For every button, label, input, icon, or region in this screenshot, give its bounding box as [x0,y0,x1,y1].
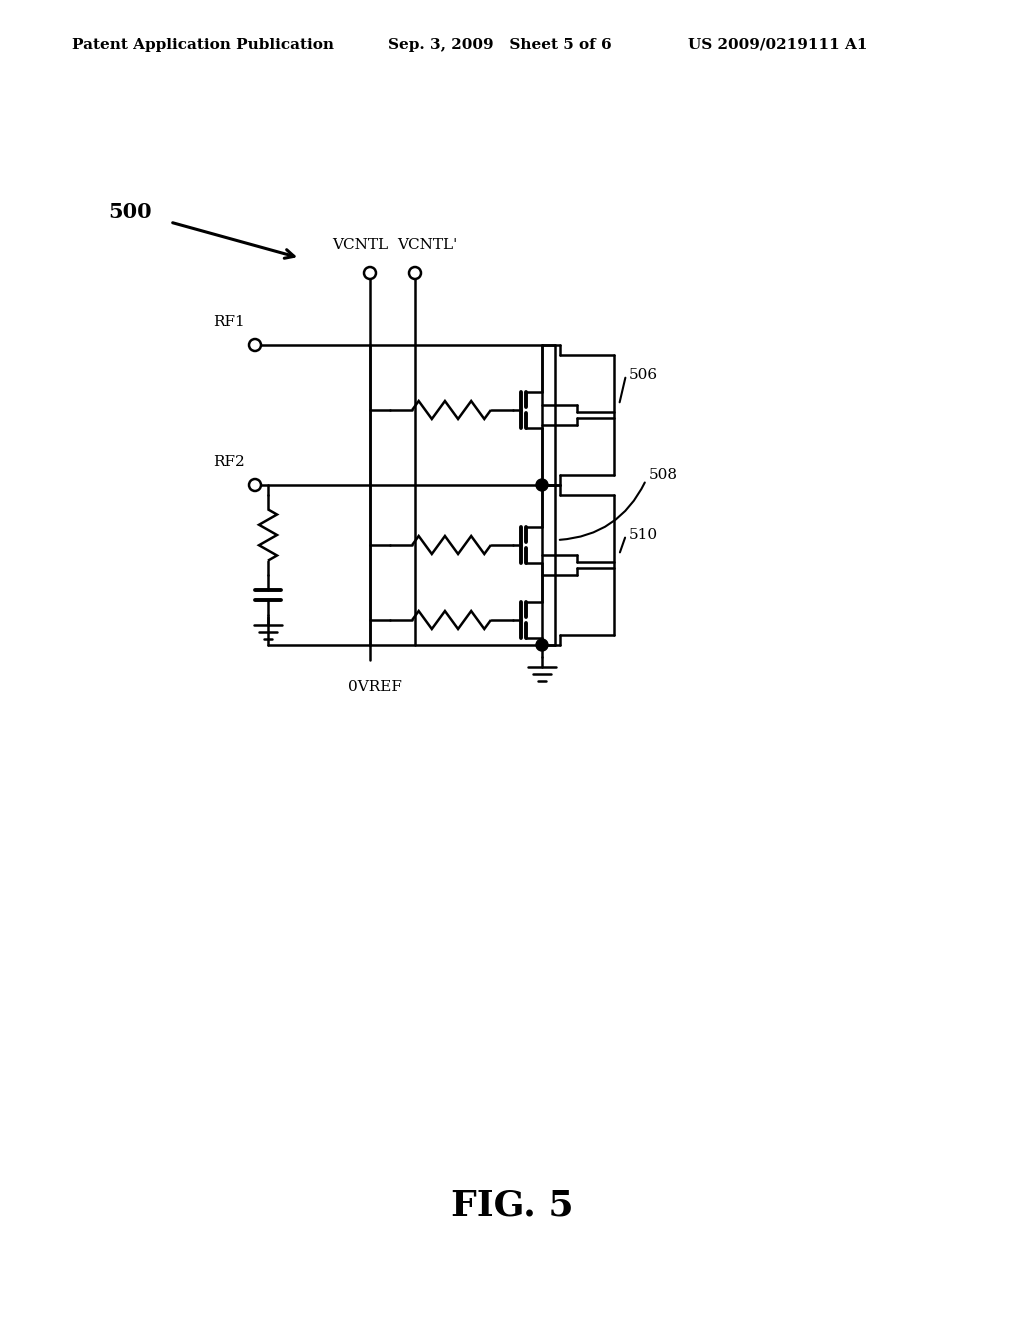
Text: 510: 510 [629,528,658,543]
Text: RF2: RF2 [213,455,245,469]
Text: VCNTL': VCNTL' [397,238,457,252]
Circle shape [536,639,548,651]
Text: VCNTL: VCNTL [332,238,388,252]
Text: 508: 508 [649,469,678,482]
Text: 506: 506 [629,368,658,381]
Circle shape [536,479,548,491]
Text: FIG. 5: FIG. 5 [451,1188,573,1222]
Text: Patent Application Publication: Patent Application Publication [72,38,334,51]
Text: RF1: RF1 [213,315,245,329]
Text: 0VREF: 0VREF [348,680,402,694]
Text: US 2009/0219111 A1: US 2009/0219111 A1 [688,38,867,51]
Text: 500: 500 [108,202,152,222]
Text: Sep. 3, 2009   Sheet 5 of 6: Sep. 3, 2009 Sheet 5 of 6 [388,38,611,51]
